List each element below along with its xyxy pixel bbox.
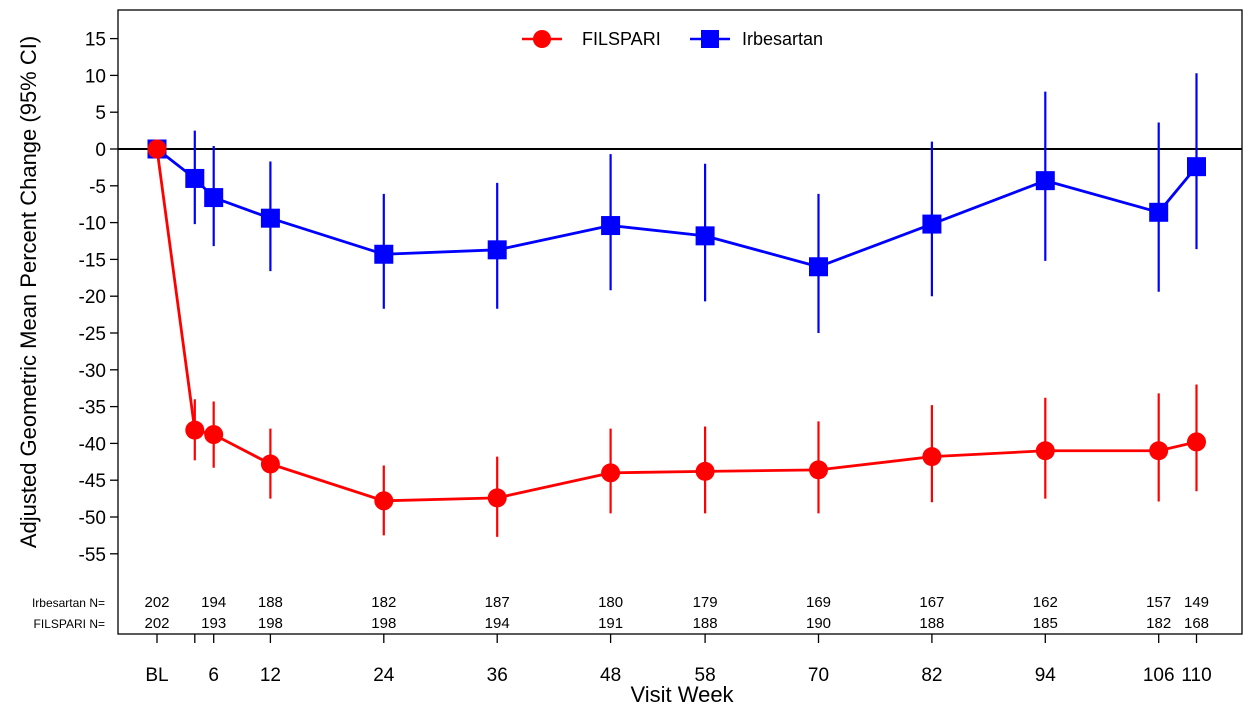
data-point-irbesartan xyxy=(1149,202,1169,222)
legend: FILSPARI Irbesartan xyxy=(522,29,823,49)
data-point-irbesartan xyxy=(260,208,280,228)
data-point-irbesartan xyxy=(695,226,715,246)
data-point-filspari xyxy=(185,420,205,440)
data-point-filspari xyxy=(922,447,942,467)
irbesartan-n-value: 179 xyxy=(693,594,718,611)
y-tick-label: -55 xyxy=(79,545,106,566)
x-tick-label: 58 xyxy=(695,665,716,686)
filspari-n-value: 191 xyxy=(598,615,623,632)
series-line-irbesartan xyxy=(156,147,1198,269)
x-axis: BL 6 12 24 36 48 58 70 82 94 106 110 xyxy=(145,634,1212,686)
data-point-filspari xyxy=(374,491,394,511)
legend-irbesartan-marker xyxy=(701,30,719,48)
y-tick-label: -15 xyxy=(79,250,106,271)
data-point-irbesartan xyxy=(1187,157,1206,177)
data-markers xyxy=(147,139,1206,511)
irbesartan-n-value: 149 xyxy=(1184,594,1209,611)
data-point-filspari xyxy=(487,488,507,508)
data-point-irbesartan xyxy=(374,244,394,264)
irbesartan-n-label: Irbesartan N= xyxy=(32,596,105,610)
y-tick-label: -30 xyxy=(79,361,106,382)
y-axis: 15 10 5 0 -5 -10 -15 -20 -25 -30 -35 -40 -45 -50 -55 xyxy=(79,30,118,566)
y-tick-label: 5 xyxy=(95,103,106,124)
filspari-n-value: 198 xyxy=(258,615,283,632)
y-tick-label: -10 xyxy=(79,214,106,235)
filspari-n-label: FILSPARI N= xyxy=(34,617,105,631)
data-point-irbesartan xyxy=(601,216,621,236)
y-tick-label: 10 xyxy=(85,66,106,87)
n-at-risk-table: Irbesartan N= FILSPARI N= 202 202 194 193 18… xyxy=(32,594,1209,632)
x-tick-label: 106 xyxy=(1143,665,1175,686)
irbesartan-n-value: 194 xyxy=(201,594,226,611)
data-point-filspari xyxy=(204,425,224,445)
y-axis-title: Adjusted Geometric Mean Percent Change (… xyxy=(16,36,41,548)
x-tick-label: 110 xyxy=(1181,665,1211,686)
filspari-n-value: 188 xyxy=(919,615,944,632)
irbesartan-n-value: 180 xyxy=(598,594,623,611)
x-axis-title: Visit Week xyxy=(630,682,734,707)
data-point-filspari xyxy=(147,139,167,159)
irbesartan-n-value: 202 xyxy=(144,594,169,611)
data-point-irbesartan xyxy=(185,168,205,188)
x-tick-label: 12 xyxy=(260,665,281,686)
y-tick-label: -50 xyxy=(79,508,106,529)
y-tick-label: -25 xyxy=(79,324,106,345)
irbesartan-n-value: 182 xyxy=(371,594,396,611)
y-tick-label: -20 xyxy=(79,287,106,308)
irbesartan-n-value: 162 xyxy=(1033,594,1058,611)
x-tick-label: 82 xyxy=(921,665,942,686)
x-tick-label: 36 xyxy=(487,665,508,686)
filspari-n-value: 168 xyxy=(1184,615,1209,632)
data-point-irbesartan xyxy=(487,240,507,260)
data-point-filspari xyxy=(1149,441,1169,461)
irbesartan-n-value: 169 xyxy=(806,594,831,611)
data-point-filspari xyxy=(1187,432,1206,452)
filspari-n-value: 198 xyxy=(371,615,396,632)
y-tick-label: -5 xyxy=(89,177,106,198)
legend-irbesartan-label: Irbesartan xyxy=(742,29,823,49)
y-tick-label: -40 xyxy=(79,434,106,455)
irbesartan-n-value: 187 xyxy=(485,594,510,611)
y-tick-label: -35 xyxy=(79,398,106,419)
filspari-n-value: 202 xyxy=(144,615,169,632)
x-tick-label: 70 xyxy=(808,665,829,686)
data-point-irbesartan xyxy=(809,257,828,277)
data-point-filspari xyxy=(260,454,280,474)
x-tick-label: 6 xyxy=(208,665,219,686)
data-point-filspari xyxy=(809,460,828,480)
filspari-n-value: 193 xyxy=(201,615,226,632)
legend-filspari-label: FILSPARI xyxy=(582,29,661,49)
filspari-n-value: 185 xyxy=(1033,615,1058,632)
filspari-n-value: 190 xyxy=(806,615,831,632)
y-tick-label: 15 xyxy=(85,30,106,51)
filspari-n-value: 188 xyxy=(693,615,718,632)
irbesartan-n-value: 167 xyxy=(919,594,944,611)
plot-frame xyxy=(117,9,1243,635)
error-bars xyxy=(193,73,1198,537)
x-tick-label: 94 xyxy=(1035,665,1057,686)
data-point-irbesartan xyxy=(922,214,942,234)
filspari-n-value: 182 xyxy=(1146,615,1171,632)
data-point-irbesartan xyxy=(204,188,224,208)
irbesartan-n-value: 188 xyxy=(258,594,283,611)
data-point-filspari xyxy=(601,463,621,483)
x-tick-label: 24 xyxy=(373,665,395,686)
y-tick-label: -45 xyxy=(79,471,106,492)
y-tick-label: 0 xyxy=(95,140,106,161)
data-point-filspari xyxy=(1035,441,1055,461)
irbesartan-n-value: 157 xyxy=(1146,594,1171,611)
filspari-n-value: 194 xyxy=(485,615,510,632)
legend-filspari-marker xyxy=(533,30,551,48)
data-point-irbesartan xyxy=(1035,171,1055,191)
data-point-filspari xyxy=(695,461,715,481)
x-tick-label: BL xyxy=(145,665,168,686)
x-tick-label: 48 xyxy=(600,665,621,686)
